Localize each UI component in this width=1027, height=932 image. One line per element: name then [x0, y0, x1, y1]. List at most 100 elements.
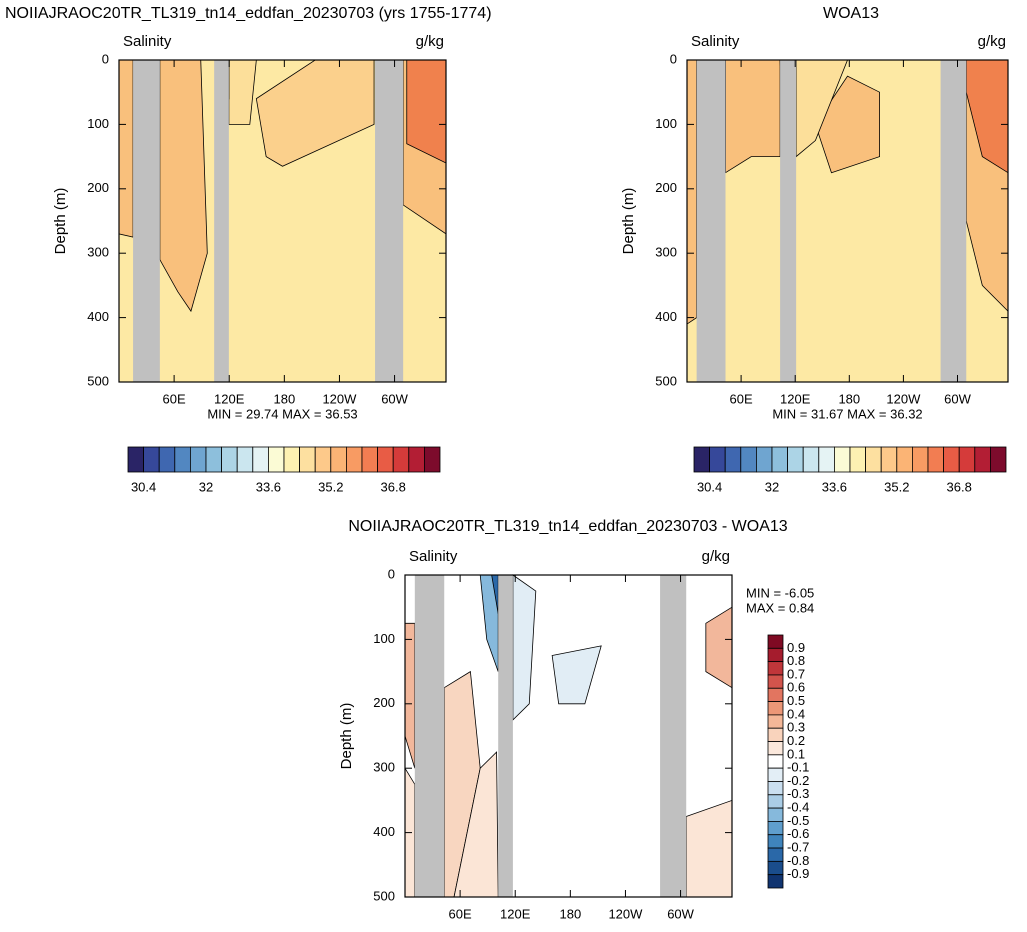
colorbar-box [767, 860, 784, 876]
colorbar-box [771, 446, 789, 473]
colorbar-label: 32 [765, 479, 779, 494]
colorbar-label: 0.9 [787, 640, 805, 655]
x-tick-label: 60E [163, 391, 186, 406]
y-tick-label: 500 [87, 373, 109, 388]
y-tick-label: 100 [373, 631, 395, 646]
colorbar-label: 30.4 [131, 479, 156, 494]
colorbar-label: 0.8 [787, 653, 805, 668]
colorbar-box [314, 446, 332, 473]
y-axis-label: Depth (m) [338, 703, 355, 770]
left-label: Salinity [123, 33, 172, 50]
land-mask [414, 575, 445, 897]
colorbar-box [174, 446, 191, 473]
colorbar-label: -0.8 [787, 853, 809, 868]
colorbar-box [912, 446, 929, 473]
colorbar-box [927, 446, 945, 473]
colorbar-label: 0.3 [787, 720, 805, 735]
colorbar-box [709, 446, 726, 473]
land-mask [133, 60, 160, 382]
plot-frame [404, 574, 733, 898]
right-label: g/kg [416, 33, 444, 50]
land-mask [660, 575, 687, 897]
panel-title: WOA13 [823, 5, 879, 22]
colorbar-box [767, 634, 784, 649]
colorbar-box [345, 446, 363, 473]
colorbar-box [767, 647, 784, 663]
y-tick-label: 0 [670, 51, 677, 66]
x-tick-label: 180 [838, 391, 860, 406]
colorbar-box [267, 446, 285, 473]
y-tick-label: 100 [655, 116, 677, 131]
right-label: g/kg [702, 548, 730, 565]
colorbar-box [252, 446, 269, 473]
colorbar-box [767, 834, 784, 849]
land-mask [214, 60, 229, 382]
colorbar-label: 0.5 [787, 693, 805, 708]
colorbar-box [221, 446, 238, 473]
colorbar-box [205, 446, 223, 473]
colorbar-label: -0.9 [787, 866, 809, 881]
colorbar-label: 30.4 [697, 479, 722, 494]
land-mask [375, 60, 404, 382]
right-label: g/kg [978, 33, 1006, 50]
min-max-annotation: MIN = 29.74 MAX = 36.53 [207, 406, 357, 421]
colorbar-label: -0.2 [787, 773, 809, 788]
colorbar-label: -0.7 [787, 839, 809, 854]
colorbar-box [767, 874, 784, 889]
colorbar-label: 0.1 [787, 746, 805, 761]
colorbar-box [756, 446, 773, 473]
colorbar-box [361, 446, 379, 473]
colorbar-box [299, 446, 316, 473]
colorbar-box [958, 446, 976, 473]
colorbar-label: 32 [199, 479, 213, 494]
x-tick-label: 120W [322, 391, 357, 406]
colorbar-box [767, 781, 784, 796]
colorbar-box [767, 754, 784, 769]
x-tick-label: 60E [449, 906, 472, 921]
y-tick-label: 300 [373, 760, 395, 775]
colorbar-label: 0.7 [787, 666, 805, 681]
max-annotation: MAX = 0.84 [746, 600, 814, 615]
x-tick-label: 180 [559, 906, 581, 921]
land-mask [940, 60, 967, 382]
colorbar-label: -0.5 [787, 813, 809, 828]
x-tick-label: 60W [381, 391, 408, 406]
y-tick-label: 500 [373, 888, 395, 903]
y-axis-label: Depth (m) [620, 188, 637, 255]
x-tick-label: 180 [273, 391, 295, 406]
contour-fill [551, 645, 602, 705]
x-tick-label: 120W [886, 391, 921, 406]
colorbar-box [974, 446, 991, 473]
x-tick-label: 120E [780, 391, 811, 406]
land-mask [498, 575, 513, 897]
y-tick-label: 400 [87, 309, 109, 324]
colorbar-box [767, 661, 784, 676]
x-tick-label: 120W [608, 906, 643, 921]
colorbar-box [943, 446, 960, 473]
colorbar-box [767, 674, 784, 689]
colorbar-box [818, 446, 835, 473]
colorbar-box [330, 446, 347, 473]
left-label: Salinity [691, 33, 740, 50]
y-tick-label: 200 [373, 695, 395, 710]
y-tick-label: 0 [388, 566, 395, 581]
colorbar-box [189, 446, 207, 473]
y-tick-label: 200 [655, 180, 677, 195]
x-tick-label: 60W [944, 391, 971, 406]
colorbar-label: 36.8 [947, 479, 972, 494]
colorbar-label: 35.2 [318, 479, 343, 494]
contour-fill [685, 799, 733, 898]
contour-fill [118, 59, 134, 238]
colorbar-box [408, 446, 425, 473]
colorbar-box [283, 446, 301, 473]
colorbar-label: 35.2 [884, 479, 909, 494]
plot-frame [686, 59, 1009, 383]
land-mask [696, 60, 726, 382]
colorbar-box [392, 446, 410, 473]
colorbar-box [423, 446, 441, 473]
colorbar-box [802, 446, 820, 473]
colorbar-label: -0.3 [787, 786, 809, 801]
colorbar-box [693, 446, 711, 473]
y-tick-label: 400 [373, 824, 395, 839]
